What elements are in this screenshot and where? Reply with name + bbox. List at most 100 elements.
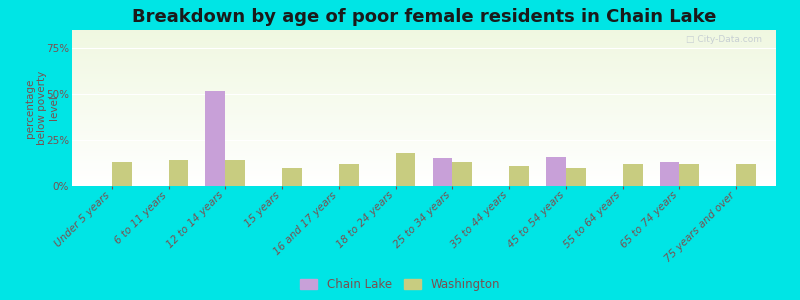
Bar: [72, 39, 776, 40]
Bar: [679, 164, 699, 186]
Bar: [72, 111, 776, 112]
Bar: [72, 50, 776, 51]
Bar: [72, 54, 776, 55]
Bar: [72, 100, 776, 101]
Bar: [72, 117, 776, 118]
Bar: [72, 115, 776, 116]
Bar: [72, 70, 776, 71]
Bar: [72, 66, 776, 67]
Bar: [72, 184, 776, 185]
Bar: [72, 176, 776, 177]
Legend: Chain Lake, Washington: Chain Lake, Washington: [300, 278, 500, 291]
Bar: [72, 133, 776, 134]
Bar: [72, 185, 776, 186]
Bar: [72, 34, 776, 35]
Bar: [72, 175, 776, 176]
Bar: [72, 161, 776, 162]
Bar: [72, 77, 776, 78]
Bar: [72, 143, 776, 144]
Bar: [72, 33, 776, 34]
Bar: [72, 45, 776, 46]
Bar: [72, 144, 776, 145]
Bar: [72, 180, 776, 181]
Bar: [72, 141, 776, 142]
Bar: [72, 146, 776, 147]
Bar: [72, 101, 776, 102]
Bar: [72, 174, 776, 175]
Bar: [72, 124, 776, 125]
Bar: [72, 72, 776, 73]
Bar: [72, 87, 776, 88]
Bar: [72, 106, 776, 107]
Bar: [72, 103, 776, 104]
Bar: [72, 179, 776, 180]
Bar: [72, 55, 776, 56]
Bar: [72, 86, 776, 87]
Bar: [72, 83, 776, 84]
Bar: [72, 162, 776, 163]
Bar: [72, 181, 776, 182]
Bar: [72, 35, 776, 36]
Bar: [72, 127, 776, 128]
Bar: [72, 123, 776, 124]
Bar: [736, 164, 756, 186]
Bar: [72, 65, 776, 66]
Bar: [72, 148, 776, 149]
Bar: [72, 30, 776, 31]
Bar: [72, 92, 776, 93]
Bar: [72, 59, 776, 60]
Bar: [72, 104, 776, 105]
Bar: [72, 131, 776, 132]
Bar: [72, 153, 776, 154]
Bar: [72, 142, 776, 143]
Bar: [72, 102, 776, 103]
Bar: [72, 168, 776, 169]
Bar: [72, 42, 776, 43]
Bar: [72, 120, 776, 121]
Bar: [72, 64, 776, 65]
Bar: [72, 41, 776, 42]
Bar: [72, 57, 776, 58]
Bar: [72, 137, 776, 138]
Bar: [72, 149, 776, 150]
Bar: [72, 151, 776, 152]
Bar: [72, 136, 776, 137]
Bar: [72, 158, 776, 159]
Bar: [72, 49, 776, 50]
Bar: [72, 110, 776, 111]
Bar: [72, 94, 776, 95]
Bar: [112, 162, 132, 186]
Bar: [433, 158, 452, 186]
Bar: [72, 76, 776, 77]
Bar: [72, 79, 776, 80]
Bar: [339, 164, 358, 186]
Bar: [72, 147, 776, 148]
Bar: [72, 157, 776, 158]
Bar: [72, 99, 776, 100]
Bar: [72, 126, 776, 127]
Bar: [509, 166, 529, 186]
Bar: [72, 150, 776, 151]
Bar: [72, 140, 776, 141]
Bar: [72, 165, 776, 166]
Bar: [72, 134, 776, 135]
Bar: [452, 162, 472, 186]
Bar: [72, 60, 776, 61]
Bar: [72, 61, 776, 62]
Bar: [72, 67, 776, 68]
Bar: [72, 37, 776, 38]
Bar: [226, 160, 245, 186]
Bar: [72, 139, 776, 140]
Bar: [72, 130, 776, 131]
Bar: [72, 74, 776, 75]
Bar: [72, 112, 776, 113]
Bar: [72, 93, 776, 94]
Bar: [72, 31, 776, 32]
Bar: [72, 128, 776, 129]
Bar: [72, 166, 776, 167]
Bar: [72, 132, 776, 133]
Bar: [72, 32, 776, 33]
Bar: [72, 170, 776, 171]
Bar: [72, 85, 776, 86]
Bar: [72, 169, 776, 170]
